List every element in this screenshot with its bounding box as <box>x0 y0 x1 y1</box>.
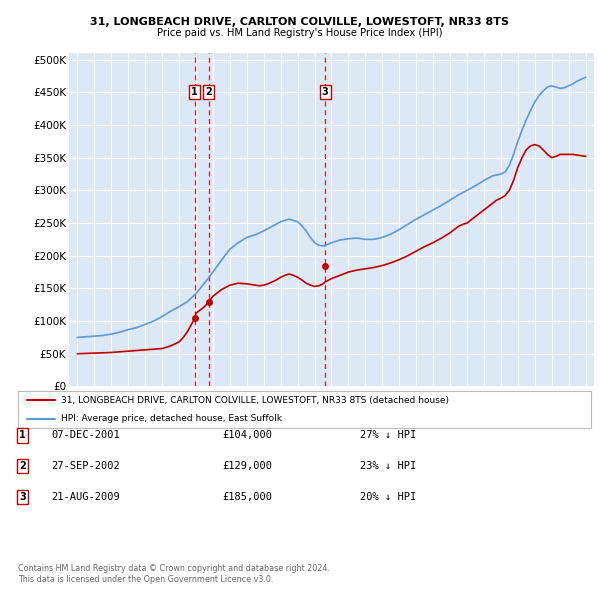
Text: 2: 2 <box>19 461 26 471</box>
Text: HPI: Average price, detached house, East Suffolk: HPI: Average price, detached house, East… <box>61 414 282 423</box>
Text: Price paid vs. HM Land Registry's House Price Index (HPI): Price paid vs. HM Land Registry's House … <box>157 28 443 38</box>
Text: 3: 3 <box>322 87 329 97</box>
Text: 2: 2 <box>205 87 212 97</box>
Text: £129,000: £129,000 <box>222 461 272 471</box>
Text: 20% ↓ HPI: 20% ↓ HPI <box>360 492 416 502</box>
Text: 31, LONGBEACH DRIVE, CARLTON COLVILLE, LOWESTOFT, NR33 8TS (detached house): 31, LONGBEACH DRIVE, CARLTON COLVILLE, L… <box>61 396 449 405</box>
Text: 21-AUG-2009: 21-AUG-2009 <box>51 492 120 502</box>
Text: 23% ↓ HPI: 23% ↓ HPI <box>360 461 416 471</box>
Text: 31, LONGBEACH DRIVE, CARLTON COLVILLE, LOWESTOFT, NR33 8TS: 31, LONGBEACH DRIVE, CARLTON COLVILLE, L… <box>91 17 509 27</box>
Text: Contains HM Land Registry data © Crown copyright and database right 2024.: Contains HM Land Registry data © Crown c… <box>18 565 330 573</box>
Text: 27% ↓ HPI: 27% ↓ HPI <box>360 431 416 440</box>
Text: 27-SEP-2002: 27-SEP-2002 <box>51 461 120 471</box>
Text: 07-DEC-2001: 07-DEC-2001 <box>51 431 120 440</box>
Text: £185,000: £185,000 <box>222 492 272 502</box>
Text: 1: 1 <box>19 431 26 440</box>
Text: 3: 3 <box>19 492 26 502</box>
Text: £104,000: £104,000 <box>222 431 272 440</box>
Text: 1: 1 <box>191 87 198 97</box>
Text: This data is licensed under the Open Government Licence v3.0.: This data is licensed under the Open Gov… <box>18 575 274 584</box>
